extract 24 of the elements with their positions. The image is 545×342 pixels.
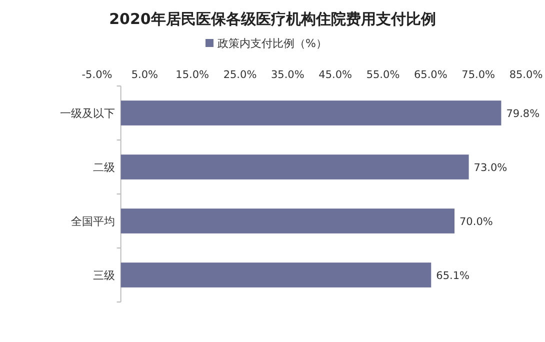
data-label: 79.8%	[506, 108, 540, 120]
chart-title: 2020年居民医保各级医疗机构住院费用支付比例	[109, 10, 436, 28]
x-tick-label: 5.0%	[131, 69, 158, 81]
y-tick-label: 二级	[92, 161, 115, 174]
bar	[120, 208, 454, 234]
y-tick-label: 全国平均	[70, 215, 115, 228]
x-tick-label: 45.0%	[318, 69, 352, 81]
x-tick-label: 25.0%	[223, 69, 257, 81]
x-tick-label: 75.0%	[462, 69, 496, 81]
data-label: 65.1%	[436, 270, 470, 282]
data-label: 70.0%	[460, 216, 493, 228]
y-tick-label: 一级及以下	[60, 107, 115, 120]
y-tick-label: 三级	[92, 269, 115, 282]
x-tick-label: 55.0%	[366, 69, 400, 81]
bar	[120, 154, 469, 180]
data-label: 73.0%	[474, 162, 508, 174]
bar	[120, 100, 502, 126]
bar	[120, 262, 432, 288]
x-tick-label: -5.0%	[82, 69, 112, 81]
legend-label: 政策内支付比例（%）	[218, 37, 327, 50]
x-tick-label: 35.0%	[270, 69, 304, 81]
x-tick-label: 65.0%	[414, 69, 448, 81]
x-tick-label: 85.0%	[509, 69, 543, 81]
x-tick-label: 15.0%	[176, 69, 210, 81]
